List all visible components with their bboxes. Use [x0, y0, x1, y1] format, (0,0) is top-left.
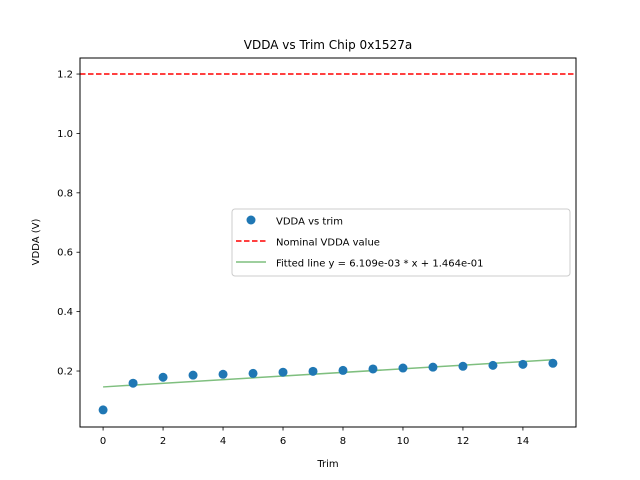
legend-label-nominal: Nominal VDDA value: [276, 238, 380, 249]
x-axis-label: Trim: [316, 459, 338, 470]
data-point: [218, 369, 228, 379]
legend-label-fit: Fitted line y = 6.109e-03 * x + 1.464e-0…: [276, 259, 483, 270]
data-point: [278, 367, 288, 377]
data-point: [188, 370, 198, 380]
y-axis-label: VDDA (V): [31, 219, 42, 266]
y-tick-label: 0.8: [57, 188, 73, 199]
data-point: [368, 364, 378, 374]
y-tick-label: 0.2: [57, 367, 73, 378]
data-point: [488, 360, 498, 370]
axes-frame: [79, 57, 577, 428]
x-tick-label: 0: [100, 436, 106, 447]
legend-label-scatter: VDDA vs trim: [276, 217, 343, 228]
y-tick-label: 1.2: [57, 70, 73, 81]
x-tick-label: 4: [220, 436, 226, 447]
x-tick-label: 14: [517, 436, 530, 447]
plot-area: [80, 73, 576, 415]
x-tick-label: 10: [397, 436, 410, 447]
data-point: [458, 361, 468, 371]
data-point: [308, 366, 318, 376]
y-tick-label: 1.0: [57, 129, 73, 140]
data-point: [158, 372, 168, 382]
legend-box: [231, 208, 571, 277]
data-point: [518, 359, 528, 369]
legend: VDDA vs trim Nominal VDDA value Fitted l…: [231, 208, 571, 277]
data-point: [128, 378, 138, 388]
x-tick-label: 2: [160, 436, 166, 447]
data-point: [338, 365, 348, 375]
y-tick-label: 0.6: [57, 248, 73, 259]
x-tick-label: 6: [280, 436, 286, 447]
data-point: [248, 368, 258, 378]
x-tick-label: 8: [340, 436, 346, 447]
y-tick-label: 0.4: [57, 307, 73, 318]
y-axis: 0.2 0.4 0.6 0.8 1.0 1.2: [57, 70, 80, 378]
chart-title: VDDA vs Trim Chip 0x1527a: [244, 38, 412, 52]
x-tick-label: 12: [457, 436, 470, 447]
x-axis: 0 2 4 6 8 10 12 14: [100, 427, 529, 447]
legend-marker-scatter: [246, 215, 256, 225]
data-point: [98, 405, 108, 415]
data-point: [548, 358, 558, 368]
data-point: [428, 362, 438, 372]
fitted-line: [103, 358, 553, 388]
data-point: [398, 363, 408, 373]
